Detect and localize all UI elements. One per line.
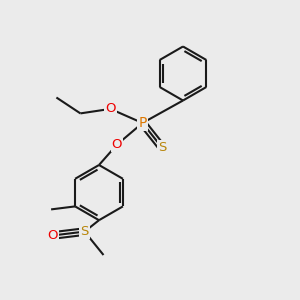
Text: S: S — [80, 225, 89, 238]
Text: O: O — [105, 102, 116, 116]
Text: P: P — [138, 116, 147, 130]
Text: O: O — [112, 138, 122, 151]
Text: S: S — [158, 141, 166, 154]
Text: O: O — [47, 229, 58, 242]
